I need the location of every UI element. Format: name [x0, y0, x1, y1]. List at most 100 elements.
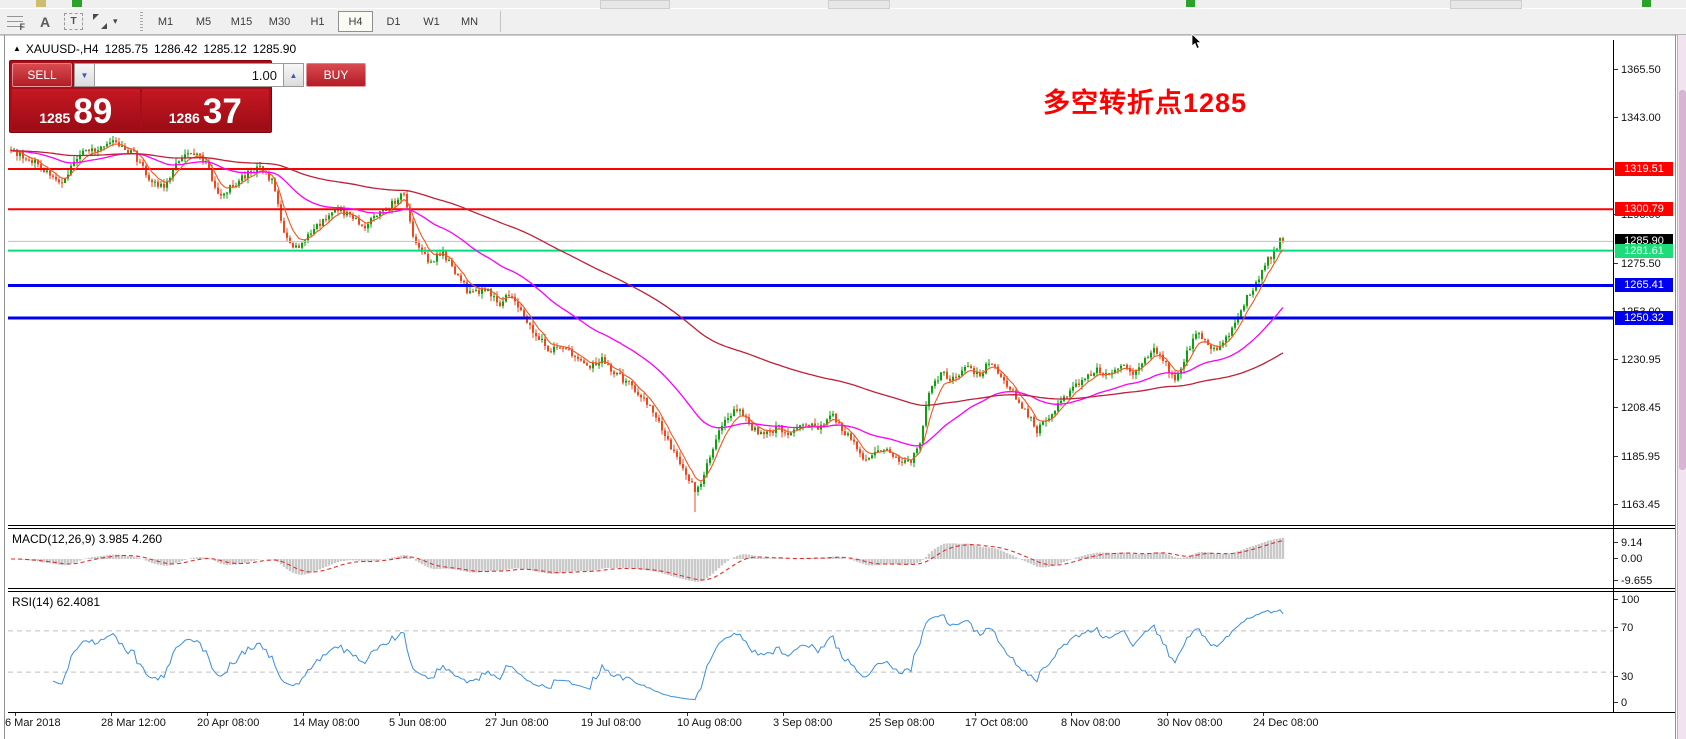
price-level-badge: 1300.79: [1615, 202, 1673, 217]
time-tick-label: 24 Dec 08:00: [1253, 717, 1319, 729]
time-tick-mark: [591, 713, 592, 716]
chart-toolbar: F A T ▾ M1 M5 M15 M30 H1 H4 D1 W1 MN: [0, 9, 1686, 35]
timeframe-button-d1[interactable]: D1: [386, 15, 401, 28]
one-click-collapse-icon[interactable]: ▲: [13, 44, 21, 53]
time-tick-label: 20 Apr 08:00: [197, 717, 260, 729]
rsi-panel-plot[interactable]: [8, 592, 1613, 712]
fibonacci-tool-icon[interactable]: F: [4, 12, 26, 32]
low-value: 1285.12: [203, 42, 247, 56]
sell-price-big: 89: [73, 92, 113, 131]
time-tick-label: 10 Aug 08:00: [677, 717, 742, 729]
toolbar-fragment: [600, 0, 670, 9]
high-value: 1286.42: [154, 42, 198, 56]
text-tool-icon[interactable]: A: [39, 13, 51, 30]
time-tick-mark: [975, 713, 976, 716]
time-tick-mark: [687, 713, 688, 716]
upper-toolbar-partial: [0, 0, 1686, 9]
plot-right-border: [1613, 40, 1614, 712]
time-tick-label: 30 Nov 08:00: [1157, 717, 1223, 729]
buy-price-prefix: 1286: [168, 110, 200, 126]
arrows-dropdown-caret[interactable]: ▾: [113, 16, 118, 26]
timeframe-button-m15[interactable]: M15: [230, 15, 253, 28]
time-tick-mark: [303, 713, 304, 716]
window-right-border: [1675, 35, 1676, 739]
timeframe-button-m5[interactable]: M5: [195, 15, 212, 28]
indicator-axis-tick: 0.00: [1614, 553, 1674, 565]
time-tick-label: 19 Jul 08:00: [581, 717, 641, 729]
sell-price-display[interactable]: 1285 89: [12, 89, 140, 130]
time-tick-mark: [783, 713, 784, 716]
toolbar-grip[interactable]: [140, 12, 143, 31]
time-tick-label: 3 Sep 08:00: [773, 717, 833, 729]
chart-area-background: [0, 35, 1686, 739]
price-tick: 1163.45: [1614, 499, 1674, 511]
time-tick-label: 6 Mar 2018: [5, 717, 61, 729]
toolbar-fragment: [72, 0, 82, 7]
toolbar-fragment: [828, 0, 890, 9]
time-tick-mark: [399, 713, 400, 716]
sell-price-prefix: 1285: [39, 110, 71, 126]
chart-macd-divider[interactable]: [8, 525, 1675, 529]
window-top-border: [0, 35, 1686, 36]
time-tick-label: 27 Jun 08:00: [485, 717, 549, 729]
buy-price-big: 37: [202, 92, 242, 131]
toolbar-fragment: [36, 0, 46, 7]
volume-stepper: ▼ ▲: [74, 63, 304, 87]
sell-button[interactable]: SELL: [12, 63, 72, 87]
time-tick-mark: [1071, 713, 1072, 716]
volume-decrease-button[interactable]: ▼: [74, 63, 95, 87]
timeframe-button-w1[interactable]: W1: [423, 15, 440, 28]
close-value: 1285.90: [252, 42, 297, 56]
time-axis[interactable]: 6 Mar 2018 28 Mar 12:00 20 Apr 08:00 14 May…: [0, 713, 1686, 739]
arrows-tool-icon[interactable]: [91, 12, 109, 31]
price-tick: 1185.95: [1614, 451, 1674, 463]
price-level-badge: 1281.61: [1615, 243, 1673, 258]
rsi-label: RSI(14) 62.4081: [12, 595, 101, 609]
timeframe-button-m1[interactable]: M1: [157, 15, 174, 28]
chart-annotation-text[interactable]: 多空转折点1285: [1043, 88, 1248, 118]
chart-ohlc-line: ▲ XAUUSD-,H4 1285.75 1286.42 1285.12 1285.90: [13, 42, 302, 56]
indicator-axis-tick: 30: [1614, 671, 1674, 683]
price-chart-plot[interactable]: [8, 40, 1613, 525]
macd-rsi-divider[interactable]: [8, 588, 1675, 592]
timeframe-button-h1[interactable]: H1: [310, 15, 325, 28]
drawing-tools-group: F A T ▾: [4, 11, 118, 32]
toolbar-fragment: [1450, 0, 1522, 9]
timeframe-button-mn[interactable]: MN: [460, 15, 479, 28]
indicator-axis-tick: 100: [1614, 594, 1674, 606]
vertical-scrollbar[interactable]: [1677, 35, 1686, 739]
toolbar-fragment: [1642, 0, 1651, 7]
price-level-badge: 1319.51: [1615, 162, 1673, 176]
time-tick-label: 25 Sep 08:00: [869, 717, 935, 729]
macd-label: MACD(12,26,9) 3.985 4.260: [12, 532, 163, 546]
indicator-axis-tick: 0: [1614, 697, 1674, 709]
time-tick-mark: [495, 713, 496, 716]
indicator-axis-tick: -9.655: [1614, 575, 1674, 587]
time-tick-mark: [1263, 713, 1264, 716]
timeframe-button-h4[interactable]: H4: [338, 11, 373, 32]
price-tick: 1343.00: [1614, 112, 1674, 124]
time-tick-mark: [879, 713, 880, 716]
volume-increase-button[interactable]: ▲: [283, 63, 304, 87]
buy-price-display[interactable]: 1286 37: [141, 89, 269, 131]
time-tick-mark: [207, 713, 208, 716]
price-level-badge: 1250.32: [1615, 310, 1673, 325]
indicator-axis-tick: 70: [1614, 622, 1674, 634]
volume-input[interactable]: [95, 63, 283, 87]
text-label-tool-icon[interactable]: T: [64, 13, 83, 30]
time-tick-label: 28 Mar 12:00: [101, 717, 166, 729]
scrollbar-thumb[interactable]: [1679, 90, 1686, 470]
time-tick-label: 17 Oct 08:00: [965, 717, 1028, 729]
time-tick-label: 5 Jun 08:00: [389, 717, 447, 729]
price-tick: 1275.50: [1614, 258, 1674, 270]
buy-button[interactable]: BUY: [306, 63, 366, 87]
macd-panel-plot[interactable]: [8, 529, 1613, 588]
open-value: 1285.75: [104, 42, 148, 56]
timeframe-button-m30[interactable]: M30: [268, 15, 291, 28]
price-axis[interactable]: 1365.501343.001298.001275.501253.001230.…: [1614, 35, 1676, 739]
time-axis-border: [8, 712, 1675, 713]
indicator-axis-tick: 9.14: [1614, 537, 1674, 549]
toolbar-fragment: [1186, 0, 1195, 7]
time-tick-label: 8 Nov 08:00: [1061, 717, 1121, 729]
